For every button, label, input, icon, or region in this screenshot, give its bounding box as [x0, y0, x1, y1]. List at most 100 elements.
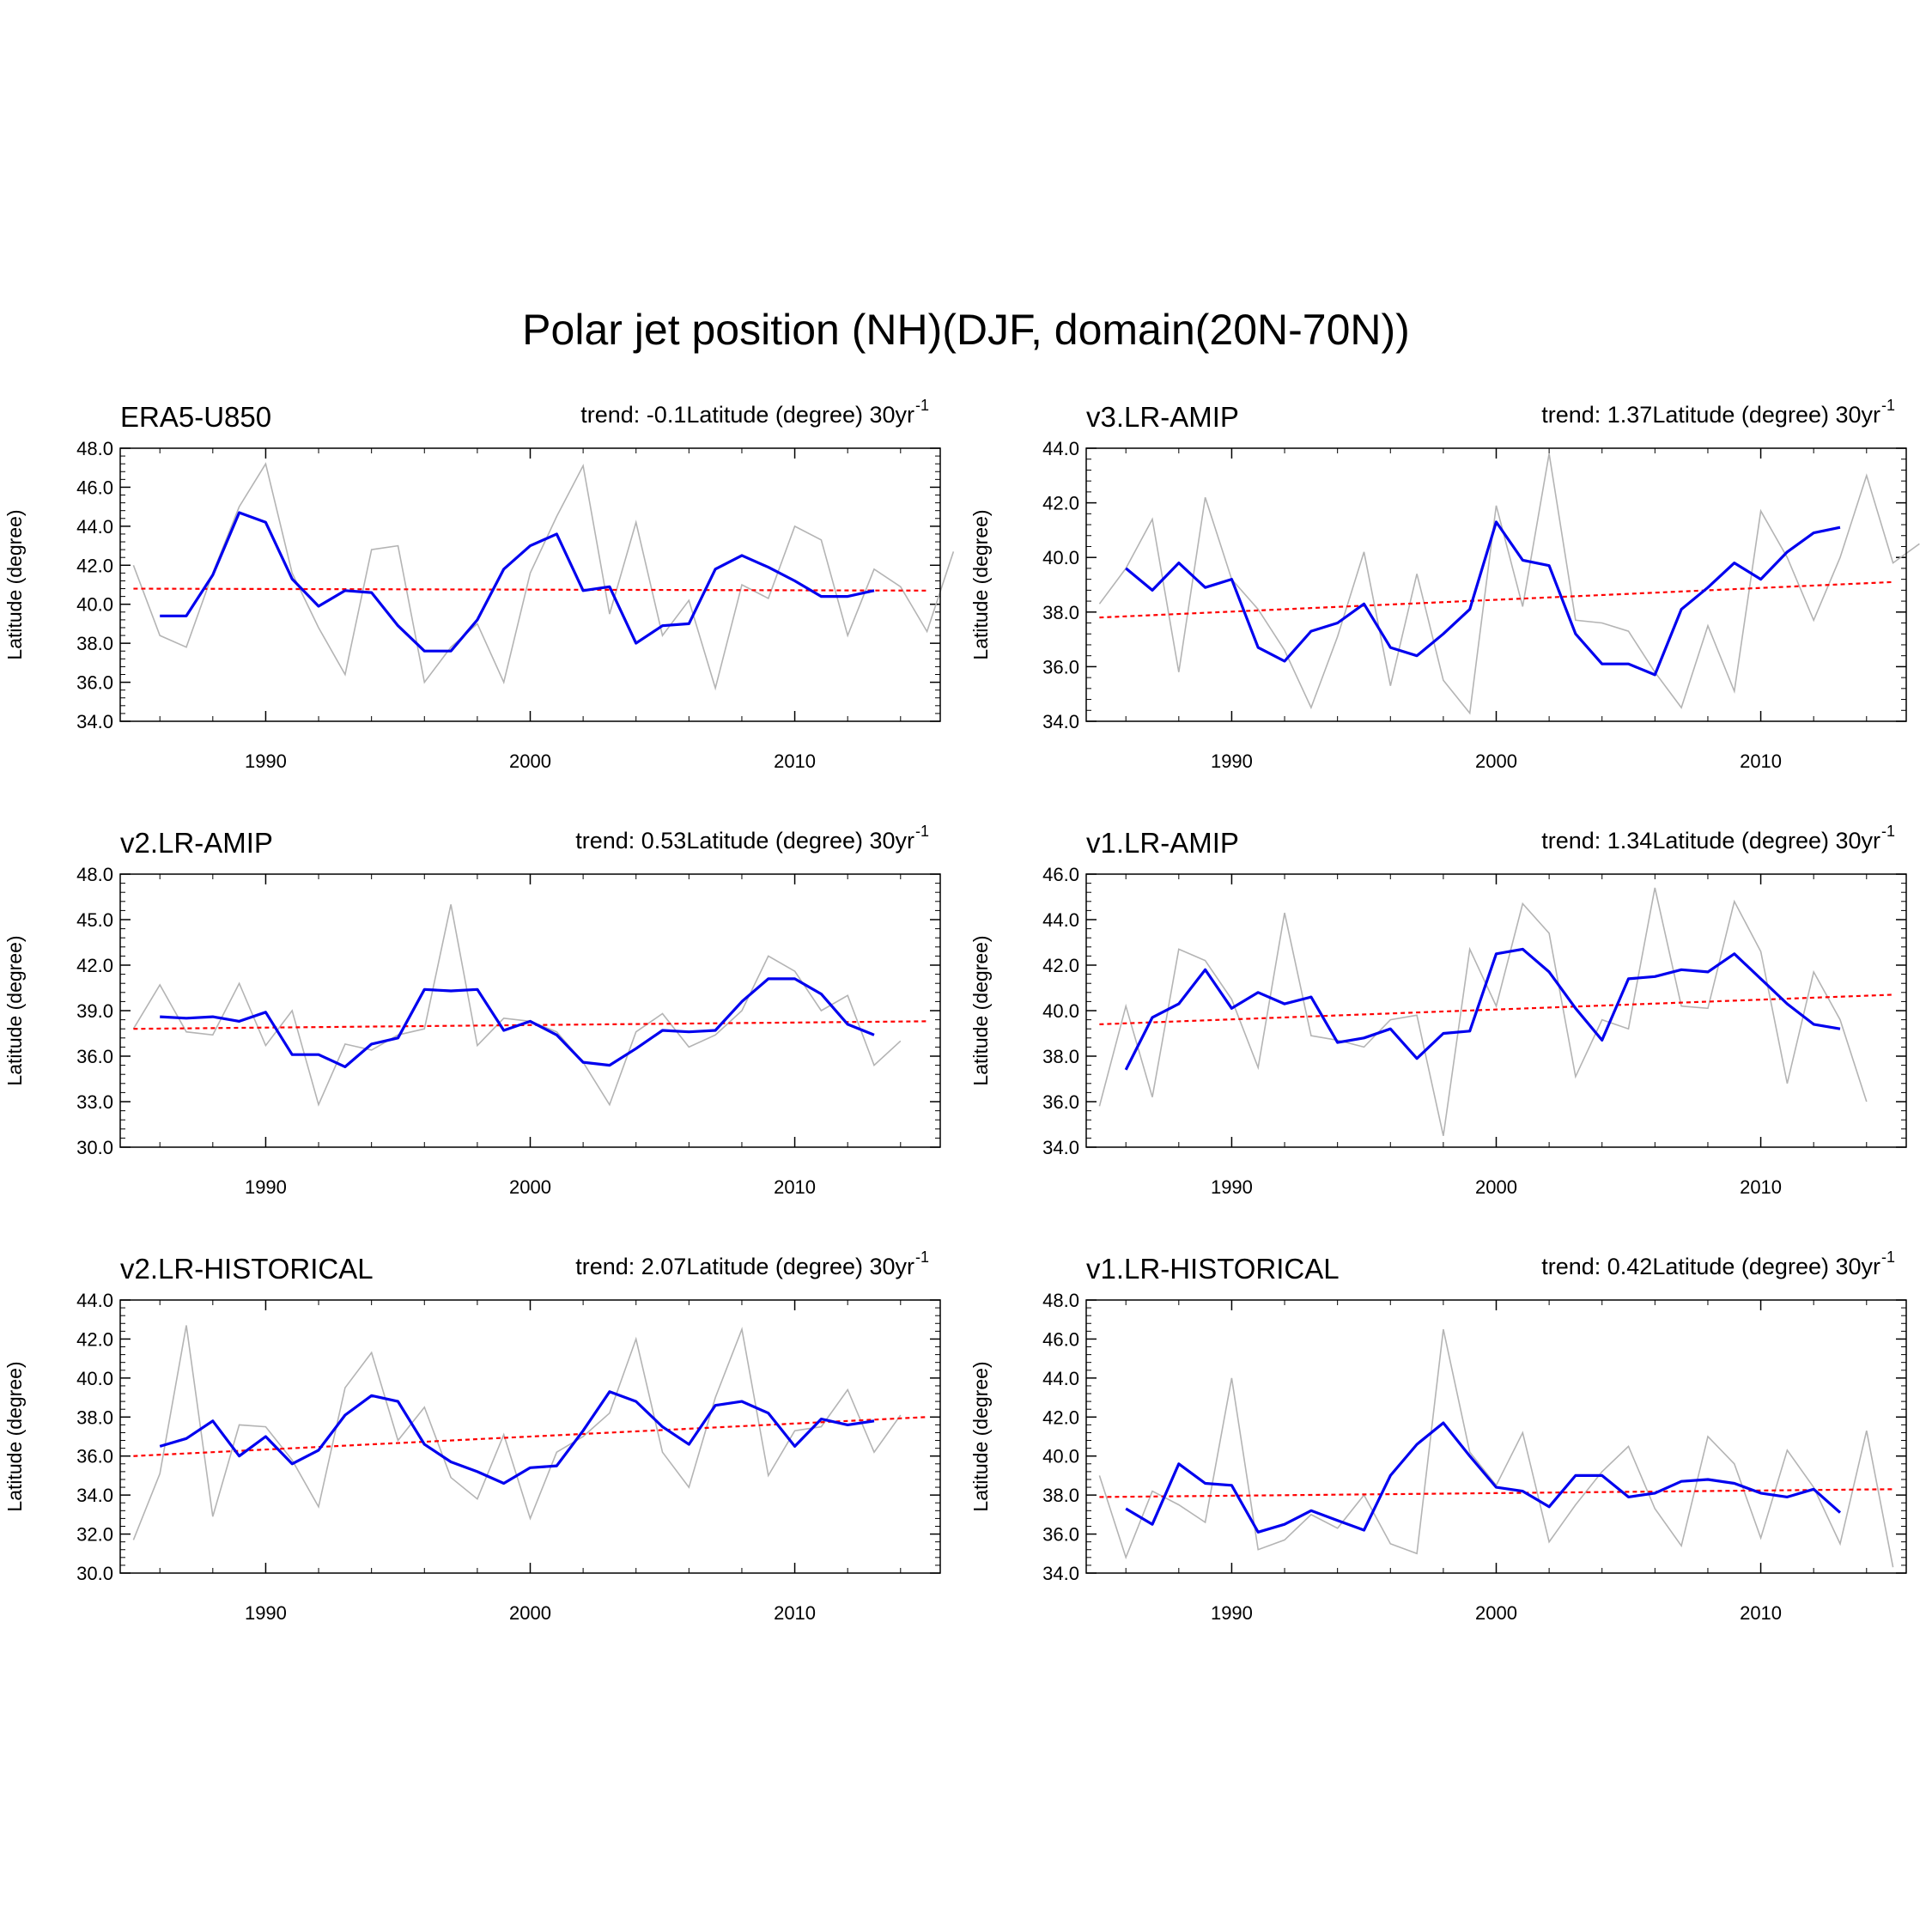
y-tick-label: 36.0 — [1042, 1091, 1079, 1113]
trend-superscript: -1 — [915, 1249, 929, 1266]
y-tick-label: 44.0 — [1042, 1368, 1079, 1389]
panel-6: v1.LR-HISTORICAL trend: 0.42Latitude (deg… — [969, 1249, 1907, 1624]
trend-superscript: -1 — [1881, 1249, 1895, 1266]
x-tick-label: 2010 — [1740, 1176, 1782, 1198]
x-tick-label: 1990 — [1211, 1602, 1253, 1624]
y-tick-label: 32.0 — [76, 1524, 113, 1546]
y-tick-label: 40.0 — [1042, 1000, 1079, 1022]
x-tick-label: 1990 — [245, 1602, 287, 1624]
x-tick-label: 1990 — [1211, 750, 1253, 772]
y-tick-label: 46.0 — [76, 477, 113, 498]
smoothed-series-line — [160, 511, 875, 653]
y-tick-label: 42.0 — [1042, 955, 1079, 976]
trend-line — [133, 587, 927, 592]
plot-frame — [119, 873, 941, 1148]
y-tick-label: 40.0 — [1042, 547, 1079, 568]
y-axis-label: Latitude (degree) — [3, 509, 26, 659]
y-tick-label: 38.0 — [1042, 1485, 1079, 1506]
y-tick-label: 30.0 — [76, 1563, 113, 1584]
panel-5: v2.LR-HISTORICAL trend: 2.07Latitude (deg… — [3, 1249, 941, 1624]
raw-series-line — [132, 462, 955, 691]
y-tick-label: 44.0 — [76, 516, 113, 538]
panel-title: ERA5-U850 — [120, 401, 271, 433]
y-tick-label: 36.0 — [1042, 1524, 1079, 1546]
y-tick-label: 36.0 — [1042, 656, 1079, 677]
y-tick-label: 34.0 — [1042, 1137, 1079, 1158]
x-tick-label: 2010 — [1740, 1602, 1782, 1624]
y-tick-label: 36.0 — [76, 1046, 113, 1067]
trend-line — [133, 1020, 927, 1030]
trend-line — [1099, 580, 1893, 619]
y-tick-label: 42.0 — [1042, 493, 1079, 514]
panel-1: ERA5-U850 trend: -0.1Latitude (degree) 30… — [3, 397, 955, 772]
panel-2: v3.LR-AMIP trend: 1.37Latitude (degree) 3… — [969, 397, 1920, 772]
y-axis-label: Latitude (degree) — [3, 1361, 26, 1511]
x-tick-label: 2010 — [774, 1602, 816, 1624]
y-axis-label: Latitude (degree) — [969, 935, 992, 1085]
y-tick-label: 42.0 — [76, 1328, 113, 1350]
trend-label: trend: -0.1Latitude (degree) 30yr — [580, 402, 914, 428]
y-tick-label: 48.0 — [76, 864, 113, 885]
x-tick-label: 2010 — [1740, 750, 1782, 772]
y-axis-label: Latitude (degree) — [3, 935, 26, 1085]
y-tick-label: 38.0 — [1042, 602, 1079, 623]
panel-title: v2.LR-AMIP — [120, 827, 273, 859]
trend-label: trend: 0.42Latitude (degree) 30yr — [1541, 1254, 1880, 1279]
trend-line — [1099, 993, 1893, 1025]
y-tick-label: 40.0 — [76, 594, 113, 616]
y-tick-label: 44.0 — [1042, 909, 1079, 931]
x-tick-label: 2000 — [509, 1176, 551, 1198]
y-tick-label: 38.0 — [76, 1406, 113, 1428]
plot-frame — [119, 447, 941, 722]
x-tick-label: 2000 — [509, 1602, 551, 1624]
y-axis-label: Latitude (degree) — [969, 509, 992, 659]
plot-frame — [1085, 1299, 1907, 1574]
panel-title: v1.LR-HISTORICAL — [1086, 1253, 1340, 1285]
y-axis-label: Latitude (degree) — [969, 1361, 992, 1511]
y-tick-label: 42.0 — [1042, 1406, 1079, 1428]
trend-label: trend: 1.37Latitude (degree) 30yr — [1541, 402, 1880, 428]
x-tick-label: 2000 — [509, 750, 551, 772]
y-tick-label: 48.0 — [1042, 1290, 1079, 1311]
panel-title: v2.LR-HISTORICAL — [120, 1253, 374, 1285]
y-tick-label: 44.0 — [1042, 438, 1079, 459]
x-tick-label: 1990 — [1211, 1176, 1253, 1198]
y-tick-label: 48.0 — [76, 438, 113, 459]
panel-title: v1.LR-AMIP — [1086, 827, 1239, 859]
plot-frame — [1085, 873, 1907, 1148]
trend-label: trend: 1.34Latitude (degree) 30yr — [1541, 828, 1880, 854]
trend-superscript: -1 — [1881, 823, 1895, 840]
y-tick-label: 34.0 — [1042, 1563, 1079, 1584]
y-tick-label: 42.0 — [76, 555, 113, 576]
raw-series-line — [132, 904, 902, 1107]
smoothed-series-line — [1125, 520, 1841, 677]
trend-superscript: -1 — [1881, 397, 1895, 414]
x-tick-label: 2000 — [1475, 1176, 1517, 1198]
x-tick-label: 2000 — [1475, 750, 1517, 772]
x-tick-label: 2000 — [1475, 1602, 1517, 1624]
trend-line — [1099, 1488, 1893, 1498]
y-tick-label: 44.0 — [76, 1290, 113, 1311]
y-tick-label: 39.0 — [76, 1000, 113, 1022]
y-tick-label: 46.0 — [1042, 864, 1079, 885]
trend-label: trend: 0.53Latitude (degree) 30yr — [575, 828, 914, 854]
y-tick-label: 33.0 — [76, 1091, 113, 1113]
y-tick-label: 34.0 — [1042, 711, 1079, 732]
raw-series-line — [1098, 887, 1868, 1136]
x-tick-label: 1990 — [245, 750, 287, 772]
y-tick-label: 45.0 — [76, 909, 113, 931]
raw-series-line — [1098, 453, 1920, 715]
panel-title: v3.LR-AMIP — [1086, 401, 1239, 433]
y-tick-label: 40.0 — [76, 1368, 113, 1389]
smoothed-series-line — [1125, 1421, 1842, 1534]
figure-title: Polar jet position (NH)(DJF, domain(20N-… — [522, 306, 1410, 354]
y-tick-label: 40.0 — [1042, 1446, 1079, 1467]
y-tick-label: 38.0 — [76, 633, 113, 654]
x-tick-label: 2010 — [774, 1176, 816, 1198]
smoothed-series-line — [159, 1390, 875, 1485]
x-tick-label: 2010 — [774, 750, 816, 772]
smoothed-series-line — [160, 977, 875, 1069]
y-tick-label: 30.0 — [76, 1137, 113, 1158]
plot-frame — [1085, 447, 1907, 722]
y-tick-label: 46.0 — [1042, 1328, 1079, 1350]
